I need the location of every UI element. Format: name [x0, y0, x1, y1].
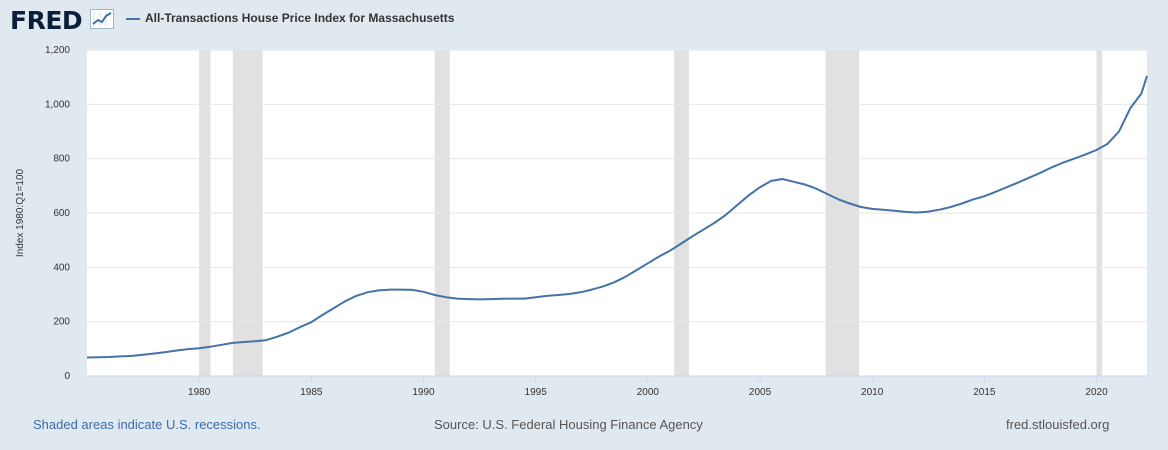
y-tick-label: 1,000	[45, 99, 70, 110]
x-tick-label: 1980	[188, 387, 211, 398]
recession-note-link[interactable]: Shaded areas indicate U.S. recessions.	[33, 417, 261, 432]
fred-logo[interactable]: FRED	[10, 6, 83, 35]
x-tick-label: 2005	[749, 387, 772, 398]
fred-graph-icon	[90, 9, 114, 29]
y-tick-label: 400	[53, 262, 70, 273]
chart-header: FRED All-Transactions House Price Index …	[0, 0, 1168, 40]
legend-line-swatch	[126, 18, 140, 20]
x-tick-label: 1990	[412, 387, 435, 398]
x-axis-ticks: 1980 1985 1990 1995 2000 2005 2010 2015 2020	[87, 375, 1147, 398]
y-axis-ticks: 0 200 400 600 800 1,000 1,200	[45, 45, 70, 382]
y-tick-label: 200	[53, 317, 70, 328]
source-note: Source: U.S. Federal Housing Finance Age…	[434, 417, 703, 432]
y-tick-label: 0	[64, 371, 70, 382]
x-tick-label: 2020	[1085, 387, 1108, 398]
fred-site-link[interactable]: fred.stlouisfed.org	[1006, 417, 1110, 432]
x-tick-label: 1985	[300, 387, 323, 398]
chart-title[interactable]: All-Transactions House Price Index for M…	[145, 11, 455, 25]
y-axis-label: Index 1980:Q1=100	[15, 169, 26, 258]
y-tick-label: 800	[53, 154, 70, 165]
x-tick-label: 2015	[973, 387, 996, 398]
x-tick-label: 1995	[525, 387, 548, 398]
x-tick-label: 2010	[861, 387, 884, 398]
series-layer	[86, 75, 1148, 359]
x-tick-label: 2000	[637, 387, 660, 398]
grid-lines	[87, 49, 1147, 323]
series-line[interactable]	[86, 75, 1148, 359]
y-tick-label: 600	[53, 208, 70, 219]
y-tick-label: 1,200	[45, 45, 70, 56]
